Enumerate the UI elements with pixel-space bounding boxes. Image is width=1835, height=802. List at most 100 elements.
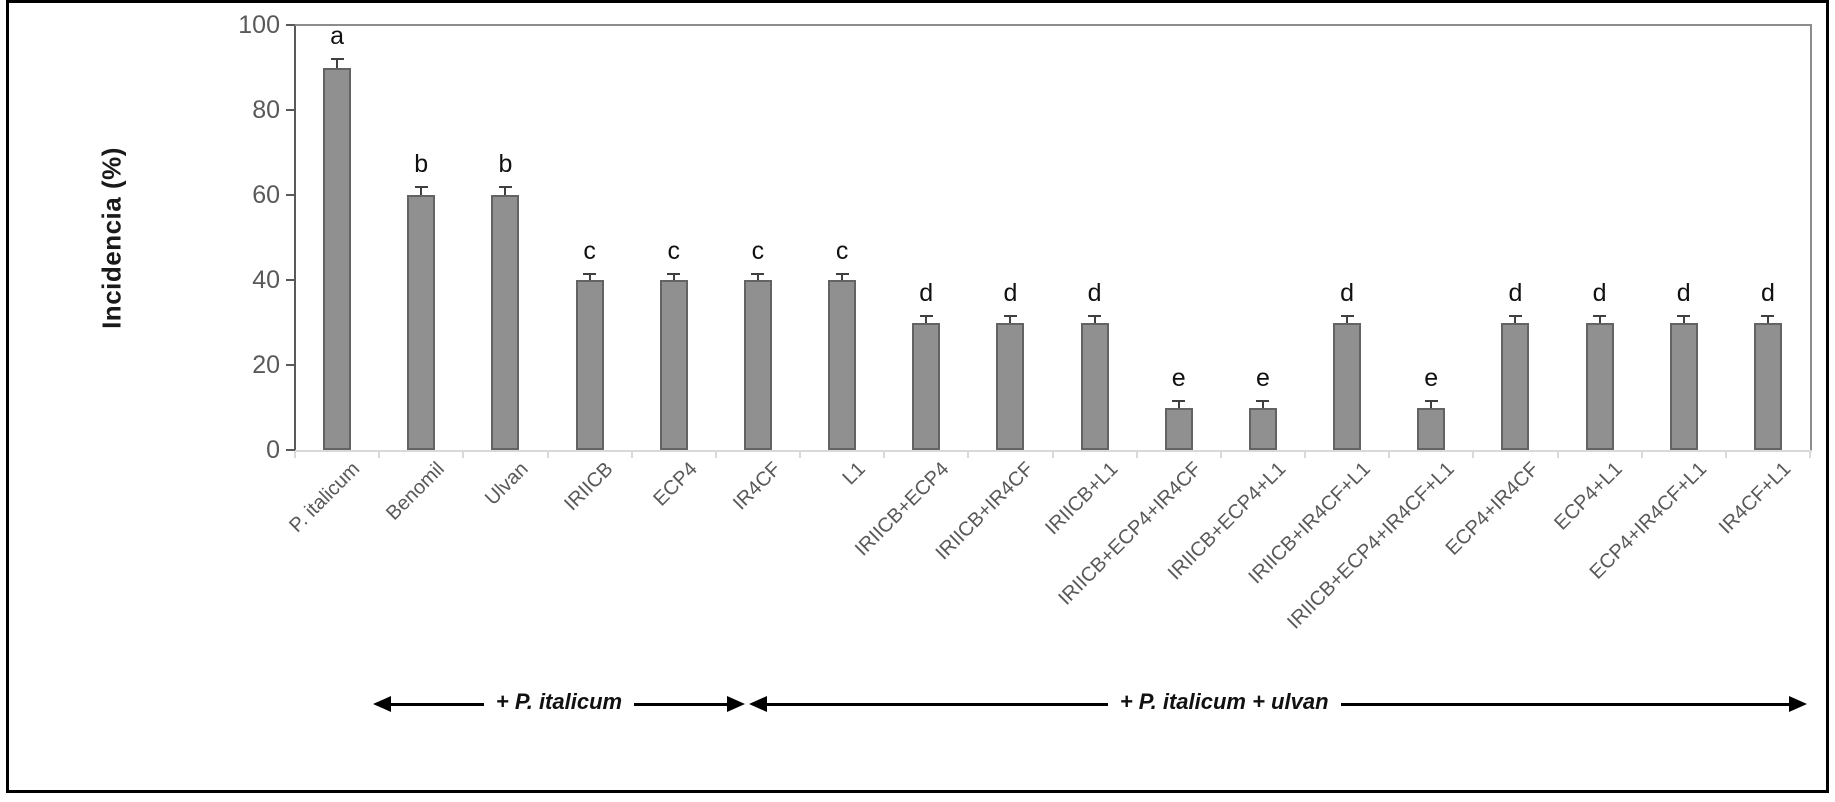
x-tick-mark: [1388, 452, 1391, 458]
error-bar-cap: [330, 58, 344, 60]
bar: [1080, 322, 1109, 450]
error-bar-cap: [1340, 315, 1354, 318]
sig-letter: b: [414, 149, 429, 178]
error-bar-cap: [1424, 400, 1438, 403]
bar: [996, 322, 1025, 450]
error-bar-cap: [751, 272, 765, 275]
y-tick-label: 100: [238, 11, 280, 39]
error-bar: [336, 59, 339, 68]
y-tick-label: 20: [252, 351, 280, 379]
arrow-line: [634, 702, 727, 706]
x-tick-mark: [1135, 452, 1138, 458]
error-bar-cap: [1088, 315, 1102, 318]
error-bar: [1346, 316, 1349, 323]
error-bar: [1261, 401, 1264, 408]
bar: [407, 195, 436, 450]
y-tick-mark: [286, 279, 295, 281]
error-bar: [672, 273, 675, 280]
x-tick-mark: [1304, 452, 1306, 458]
bar: [575, 280, 604, 450]
arrowhead-left-icon: [749, 696, 767, 712]
x-tick-mark: [967, 452, 970, 458]
error-bar-cap: [1172, 400, 1186, 403]
plot-area-right-border: [1810, 24, 1812, 452]
arrow-line: [767, 702, 1108, 706]
arrowhead-left-icon: [373, 696, 391, 712]
plot-area-top-border: [294, 24, 1812, 26]
x-tick-mark: [1472, 452, 1475, 458]
error-bar: [1430, 401, 1433, 408]
y-tick-label: 80: [252, 96, 280, 124]
error-bar: [420, 186, 423, 195]
bar: [828, 280, 857, 450]
error-bar: [1093, 316, 1096, 323]
y-axis-line: [294, 24, 296, 452]
error-bar-cap: [1677, 315, 1691, 318]
bar: [912, 322, 941, 450]
x-tick-mark: [1809, 452, 1811, 458]
x-axis-line: [294, 450, 1812, 452]
error-bar: [504, 186, 507, 195]
sig-letter: c: [835, 236, 849, 265]
sig-letter: c: [667, 236, 681, 265]
sig-letter: d: [1003, 279, 1018, 308]
sig-letter: d: [1340, 279, 1355, 308]
figure-border: [6, 0, 1829, 793]
arrow-line: [1340, 702, 1789, 706]
bar: [1669, 322, 1698, 450]
arrowhead-right-icon: [727, 696, 745, 712]
error-bar-cap: [1003, 315, 1017, 318]
x-tick-mark: [714, 452, 717, 458]
error-bar: [925, 316, 928, 323]
bar: [1417, 407, 1446, 450]
error-bar: [1598, 316, 1601, 323]
error-bar: [841, 273, 844, 280]
x-tick-mark: [1640, 452, 1643, 458]
sig-letter: e: [1424, 364, 1439, 393]
error-bar-cap: [583, 272, 597, 275]
error-bar: [1766, 316, 1769, 323]
y-axis-title: Incidencia (%): [96, 147, 127, 329]
x-tick-mark: [294, 452, 296, 458]
x-tick-mark: [1219, 452, 1222, 458]
y-tick-mark: [286, 194, 295, 196]
bar: [1753, 322, 1782, 450]
x-tick-mark: [1051, 452, 1054, 458]
arrow-line: [391, 702, 484, 706]
error-bar-cap: [835, 272, 849, 275]
error-bar: [588, 273, 591, 280]
error-bar: [1514, 316, 1517, 323]
error-bar-cap: [919, 315, 933, 318]
x-tick-mark: [462, 452, 465, 458]
error-bar-cap: [1761, 315, 1775, 318]
arrowhead-right-icon: [1789, 696, 1807, 712]
sig-letter: d: [1676, 279, 1691, 308]
y-tick-label: 0: [266, 436, 280, 464]
y-tick-mark: [286, 24, 295, 26]
x-tick-mark: [1556, 452, 1559, 458]
bar: [1164, 407, 1193, 450]
y-tick-label: 40: [252, 266, 280, 294]
x-tick-mark: [799, 452, 801, 458]
y-tick-mark: [286, 364, 295, 366]
bar: [1248, 407, 1277, 450]
group-annotation-label: + P. italicum + ulvan: [1119, 689, 1329, 714]
error-bar-cap: [667, 272, 681, 275]
x-tick-mark: [378, 452, 381, 458]
bar: [1501, 322, 1530, 450]
sig-letter: c: [751, 236, 765, 265]
x-tick-mark: [1724, 452, 1727, 458]
bar: [743, 280, 772, 450]
sig-letter: e: [1171, 364, 1186, 393]
error-bar-cap: [1508, 315, 1522, 318]
bar: [323, 67, 352, 450]
error-bar: [1177, 401, 1180, 408]
x-tick-mark: [630, 452, 633, 458]
y-tick-mark: [286, 109, 295, 111]
bar: [491, 195, 520, 450]
sig-letter: d: [1087, 279, 1102, 308]
error-bar: [1682, 316, 1685, 323]
sig-letter: d: [1508, 279, 1523, 308]
error-bar-cap: [498, 185, 512, 188]
